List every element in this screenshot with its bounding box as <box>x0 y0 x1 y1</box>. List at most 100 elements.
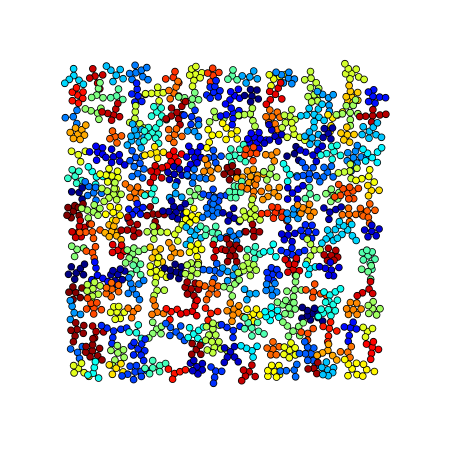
node <box>77 204 86 213</box>
node <box>263 176 271 184</box>
node <box>364 267 372 276</box>
node <box>342 92 351 101</box>
node <box>114 203 123 212</box>
node <box>317 305 326 314</box>
node <box>252 289 260 298</box>
node <box>306 67 315 76</box>
node <box>125 205 133 214</box>
node <box>246 271 255 280</box>
node <box>264 184 273 192</box>
node <box>98 71 107 79</box>
node <box>293 201 302 209</box>
node <box>143 63 151 72</box>
node <box>93 298 101 307</box>
node <box>233 168 242 176</box>
node <box>241 313 249 322</box>
node <box>216 112 225 120</box>
node <box>281 255 290 264</box>
node <box>119 74 127 83</box>
node <box>305 183 314 192</box>
node <box>269 338 277 346</box>
node <box>365 200 374 208</box>
node <box>128 172 136 181</box>
node <box>239 262 247 270</box>
node <box>278 124 286 132</box>
node <box>129 375 138 384</box>
node <box>88 322 97 330</box>
node <box>377 133 386 142</box>
node <box>228 120 237 129</box>
node <box>256 216 264 224</box>
node <box>213 290 222 298</box>
node <box>89 334 97 343</box>
node <box>262 286 270 295</box>
node <box>134 304 142 313</box>
node <box>283 177 292 186</box>
node <box>225 187 234 196</box>
node <box>89 310 98 318</box>
node <box>165 238 173 247</box>
node <box>216 234 225 242</box>
node <box>272 68 280 77</box>
node <box>130 162 139 171</box>
node <box>212 331 220 339</box>
node <box>340 355 349 364</box>
node <box>382 110 390 119</box>
node <box>262 100 271 109</box>
node <box>126 193 134 202</box>
node <box>320 124 329 133</box>
node <box>318 100 326 108</box>
node <box>353 291 362 300</box>
node <box>315 177 324 186</box>
node <box>201 231 210 240</box>
node <box>133 220 142 229</box>
node <box>223 257 232 266</box>
node <box>277 230 286 238</box>
node <box>230 342 239 351</box>
node <box>146 203 155 211</box>
node <box>303 356 312 365</box>
node <box>285 68 293 77</box>
node <box>300 337 309 346</box>
node <box>372 232 381 240</box>
node <box>262 113 270 121</box>
node <box>68 228 76 236</box>
node <box>290 298 298 307</box>
node <box>107 116 116 124</box>
node <box>124 304 132 313</box>
node <box>107 158 116 167</box>
node <box>252 149 261 158</box>
node <box>136 260 145 269</box>
node <box>72 83 81 92</box>
node <box>113 139 121 147</box>
node <box>166 95 175 103</box>
node <box>132 361 141 370</box>
node <box>364 233 372 241</box>
node <box>106 93 115 102</box>
node <box>190 165 199 174</box>
node <box>251 242 260 251</box>
node <box>98 184 106 193</box>
node <box>254 95 263 103</box>
node <box>368 112 377 120</box>
node <box>369 297 378 306</box>
node <box>304 270 313 279</box>
node <box>273 306 282 315</box>
node <box>191 106 199 115</box>
node <box>265 87 274 96</box>
node <box>252 305 261 313</box>
node <box>318 142 327 151</box>
node <box>246 98 255 106</box>
node <box>83 280 92 289</box>
node <box>119 95 127 104</box>
node <box>123 141 132 149</box>
node <box>305 175 313 184</box>
node <box>213 307 222 316</box>
node <box>312 157 321 166</box>
node <box>129 351 138 359</box>
node <box>240 324 249 333</box>
node <box>371 99 379 107</box>
node <box>302 260 310 269</box>
node <box>73 106 81 114</box>
node <box>96 204 104 213</box>
